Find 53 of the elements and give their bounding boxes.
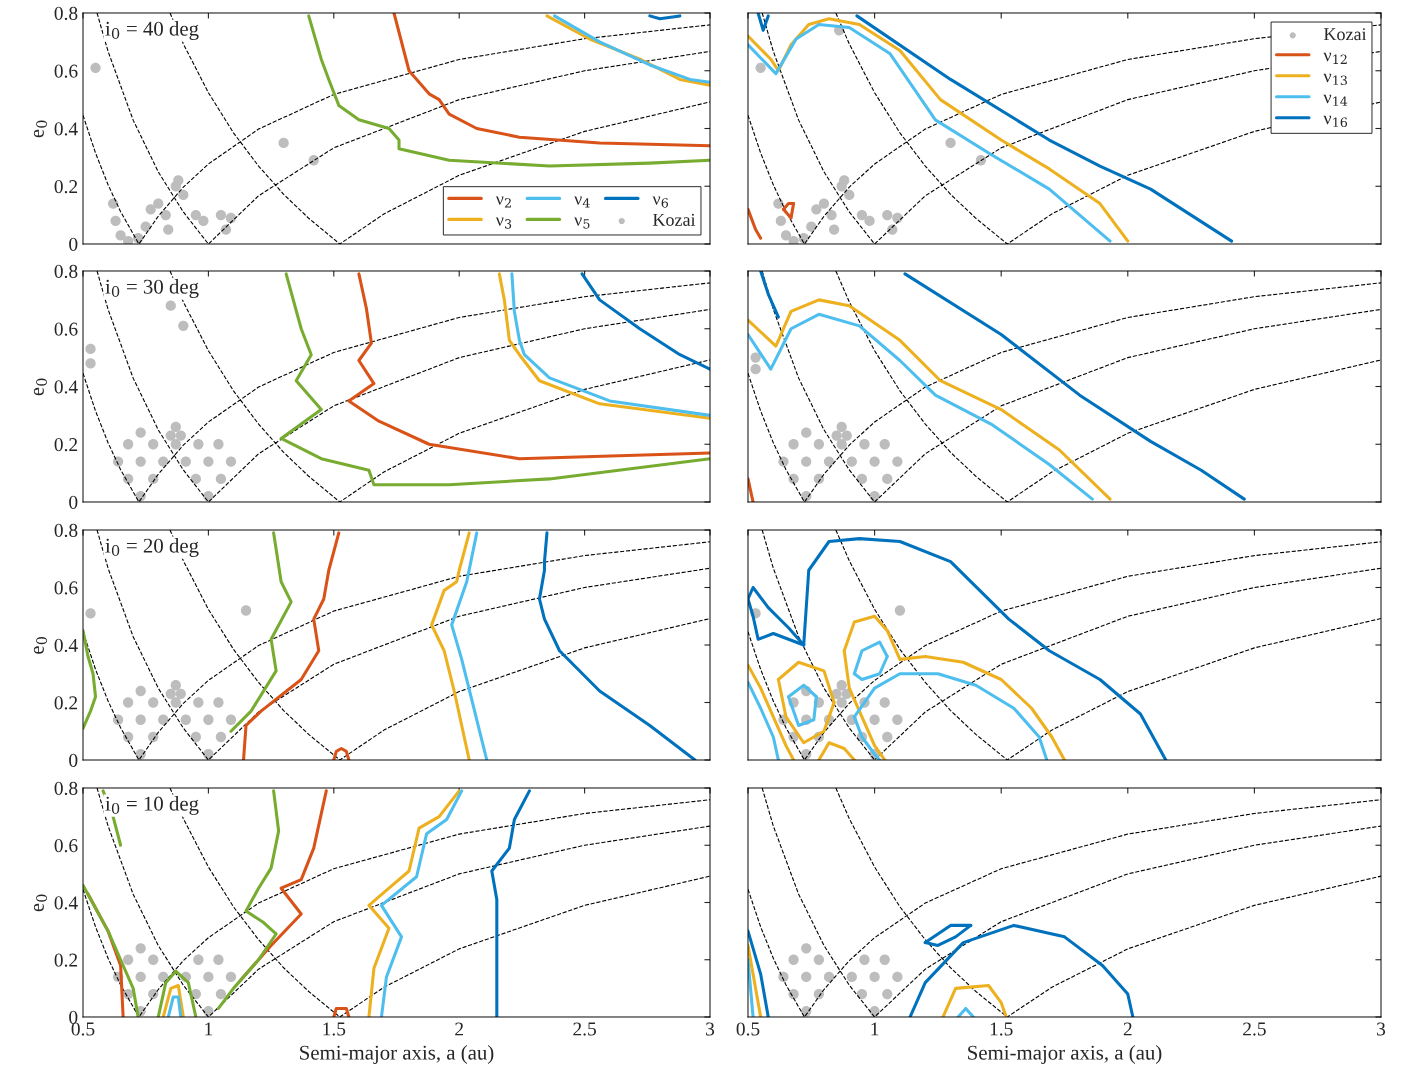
- y-tick-label: 0.2: [54, 438, 78, 452]
- y-axis-title: e$_{0}$: [33, 894, 48, 912]
- legend-label: Kozai: [1323, 28, 1367, 41]
- y-tick-label: 0: [69, 237, 78, 251]
- x-tick-label: 0.5: [736, 1022, 760, 1036]
- legend-label: ν$_{4}$: [574, 196, 590, 208]
- y-tick-label: 0: [69, 753, 78, 767]
- x-axis-title: Semi-major axis, a (au): [300, 1045, 494, 1064]
- y-tick-label: 0.6: [54, 581, 78, 595]
- legend-label: ν$_{6}$: [652, 196, 669, 208]
- y-tick-label: 0.8: [54, 6, 78, 21]
- legend-label: ν$_{2}$: [495, 196, 511, 208]
- y-axis-title: e$_{0}$: [33, 636, 48, 654]
- x-tick-label: 1.5: [323, 1022, 346, 1036]
- y-tick-label: 0: [69, 495, 78, 509]
- annotation: i$_{0}$ = 30 deg: [105, 279, 199, 299]
- x-tick-label: 1: [205, 1022, 213, 1036]
- y-tick-label: 0.2: [54, 696, 78, 710]
- annotation: i$_{0}$ = 20 deg: [105, 538, 199, 557]
- annotation: i$_{0}$ = 10 deg: [105, 796, 199, 815]
- y-tick-label: 0.8: [54, 523, 78, 538]
- y-axis-title: e$_{0}$: [33, 120, 48, 138]
- x-tick-label: 3: [1377, 1022, 1386, 1036]
- legend-label: ν$_{16}$: [1323, 115, 1348, 128]
- legend-label: ν$_{5}$: [574, 217, 590, 229]
- y-tick-label: 0.2: [54, 953, 78, 967]
- y-tick-label: 0: [69, 1010, 78, 1024]
- x-tick-label: 2: [455, 1022, 463, 1036]
- y-tick-label: 0.4: [54, 638, 78, 653]
- annotation: i$_{0}$ = 40 deg: [105, 21, 199, 41]
- legend-label: ν$_{12}$: [1323, 52, 1347, 64]
- y-tick-label: 0.8: [54, 781, 78, 796]
- y-tick-label: 0.6: [54, 322, 78, 336]
- legend-label: ν$_{13}$: [1323, 73, 1347, 86]
- x-tick-label: 3: [706, 1022, 715, 1036]
- y-tick-label: 0.6: [54, 64, 78, 78]
- x-tick-label: 1: [871, 1022, 879, 1036]
- x-tick-label: 2: [1123, 1022, 1132, 1036]
- x-tick-label: 2.5: [1243, 1022, 1266, 1036]
- y-axis-title: e$_{0}$: [33, 378, 48, 396]
- legend-label: ν$_{14}$: [1323, 94, 1348, 106]
- y-tick-label: 0.8: [54, 264, 78, 279]
- y-tick-label: 0.6: [54, 839, 78, 853]
- legend-label: ν$_{3}$: [495, 217, 512, 229]
- y-tick-label: 0.4: [54, 380, 78, 394]
- y-tick-label: 0.2: [54, 180, 78, 194]
- x-tick-label: 2.5: [573, 1022, 596, 1036]
- y-tick-label: 0.4: [54, 896, 78, 910]
- legend-label: Kozai: [652, 213, 696, 226]
- x-axis-title: Semi-major axis, a (au): [968, 1045, 1162, 1064]
- y-tick-label: 0.4: [54, 122, 78, 136]
- x-tick-label: 0.5: [71, 1022, 95, 1036]
- x-tick-label: 1.5: [990, 1022, 1013, 1036]
